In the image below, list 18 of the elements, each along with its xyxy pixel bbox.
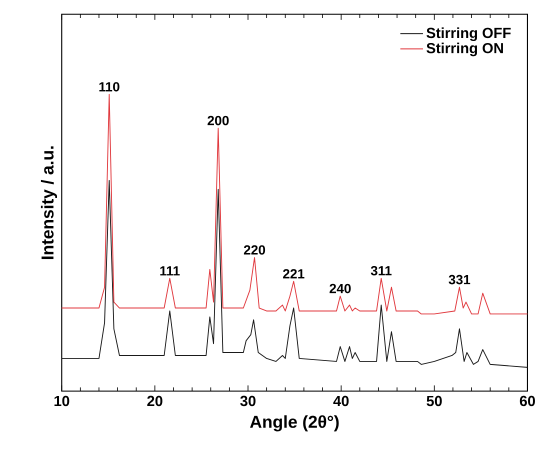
x-tick-label: 10	[54, 396, 70, 406]
x-tick-label: 30	[240, 396, 256, 406]
annotation: 111	[160, 266, 180, 276]
x-tick-label: 40	[333, 396, 349, 406]
annotation: 331	[448, 275, 470, 284]
annotation: 220	[244, 245, 266, 255]
x-axis-title: Angle (2θ°)	[250, 415, 339, 432]
legend-label: Stirring ON	[426, 42, 503, 56]
y-axis-title: Intensity / a.u.	[40, 146, 58, 260]
annotation: 240	[330, 284, 351, 294]
annotation: 221	[283, 269, 304, 278]
x-tick-label: 20	[147, 396, 162, 406]
legend-label: Stirring OFF	[426, 27, 511, 42]
x-tick-label: 50	[426, 396, 442, 406]
annotation: 311	[370, 266, 392, 276]
annotation: 200	[208, 116, 229, 126]
x-tick-label: 60	[520, 396, 535, 406]
annotation: 110	[99, 82, 120, 92]
